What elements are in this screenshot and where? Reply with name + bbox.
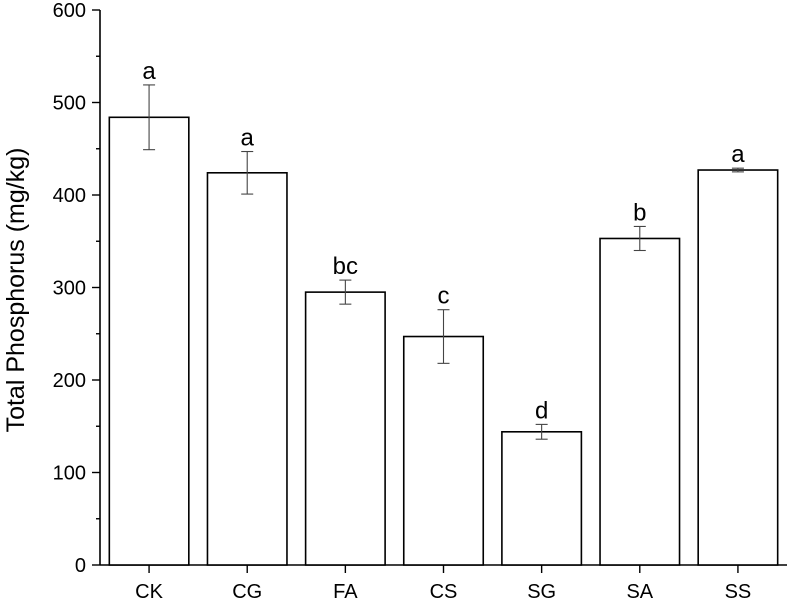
significance-label-ss: a [731,141,745,168]
y-tick-label: 200 [53,370,86,392]
x-tick-label: CK [135,581,163,603]
bar-fa [304,291,386,566]
x-tick-label: SG [527,581,556,603]
significance-label-sg: d [535,397,548,424]
x-axis: CK CG FA CS SG SA SS [100,564,787,603]
y-tick-label: 300 [53,278,86,300]
y-tick-label: 600 [53,0,86,22]
bar-cg [206,172,288,566]
bar-ss [697,169,779,566]
x-tick-label: SA [626,581,653,603]
y-axis: 0 100 200 300 400 500 600 [53,0,101,577]
significance-labels: a a bc c d b a [142,58,745,424]
bar-ck [108,116,190,566]
significance-label-cg: a [241,125,255,152]
x-tick-label: CG [232,581,262,603]
significance-label-fa: bc [333,253,358,280]
bar-cs [402,335,485,566]
significance-label-ck: a [142,58,156,85]
y-axis-title: Total Phosphorus (mg/kg) [2,148,30,433]
x-tick-label: CS [430,581,458,603]
y-tick-label: 400 [53,185,86,207]
y-tick-label: 100 [53,463,86,485]
error-bars [143,84,744,440]
x-tick-label: SS [725,581,752,603]
y-tick-label: 500 [53,93,86,115]
significance-label-cs: c [438,283,450,310]
x-tick-label: FA [333,581,358,603]
bars [108,116,779,566]
y-tick-label: 0 [75,555,86,577]
bar-sa [599,237,681,566]
significance-label-sa: b [633,199,646,226]
bar-sg [501,430,583,566]
